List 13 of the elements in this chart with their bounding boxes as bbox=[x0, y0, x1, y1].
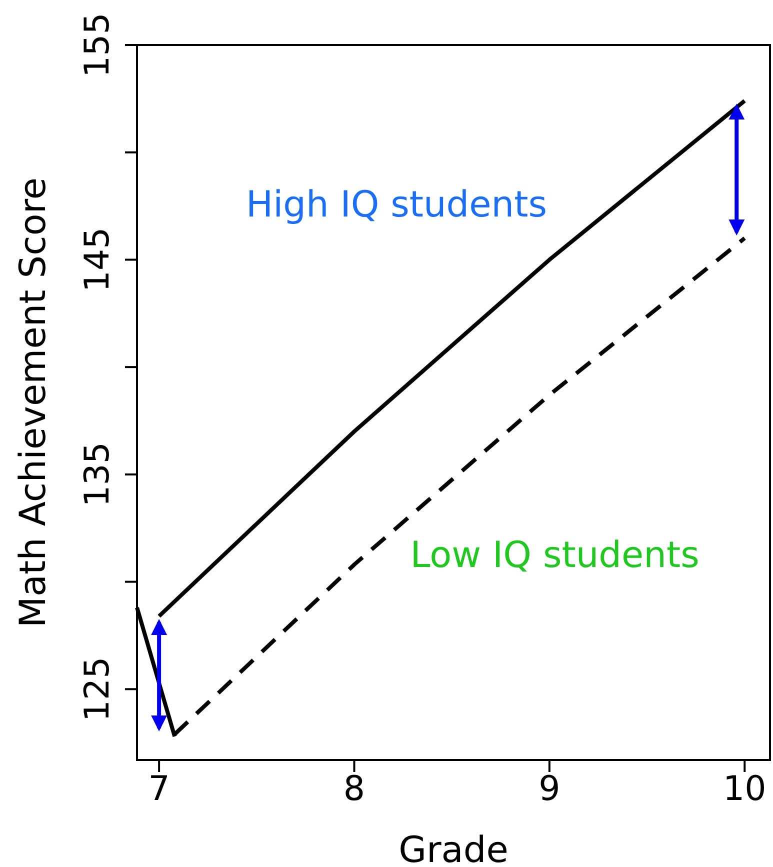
x-axis-title: Grade bbox=[398, 830, 508, 867]
y-tick-label: 145 bbox=[77, 227, 118, 292]
annotation: Low IQ students bbox=[410, 534, 700, 576]
line-series bbox=[157, 98, 747, 618]
annotation: High IQ students bbox=[246, 184, 548, 226]
y-tick-label: 135 bbox=[77, 442, 118, 507]
x-tick-label: 7 bbox=[148, 769, 170, 810]
y-axis-title: Math Achievement Score bbox=[13, 177, 54, 628]
x-tick-label: 10 bbox=[722, 769, 766, 810]
x-tick-label: 9 bbox=[538, 769, 560, 810]
x-tick-label: 8 bbox=[343, 769, 366, 810]
y-tick-label: 155 bbox=[77, 12, 118, 78]
y-tick-label: 125 bbox=[77, 656, 118, 722]
